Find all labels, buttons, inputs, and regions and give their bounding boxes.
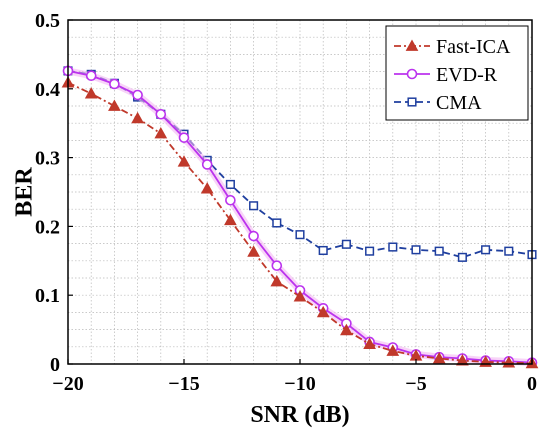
y-tick-label: 0.2 — [35, 216, 60, 238]
data-point — [178, 132, 190, 143]
axis-ticks: −20 −15 −10 −5 0 0 0.1 0.2 0.3 0.4 0.5 — [35, 10, 537, 395]
data-point — [84, 87, 98, 99]
data-point — [270, 274, 284, 287]
data-point — [504, 246, 514, 256]
x-tick-label: −10 — [284, 373, 315, 395]
legend-item: Fast-ICA — [394, 36, 511, 58]
data-point — [201, 159, 213, 170]
data-point — [411, 245, 421, 255]
data-point — [155, 108, 167, 120]
y-tick-label: 0.3 — [35, 148, 60, 170]
data-point — [434, 246, 444, 256]
y-tick-label: 0 — [50, 354, 60, 376]
legend-marker — [405, 39, 419, 51]
legend-label: EVD-R — [436, 64, 498, 86]
data-point — [85, 70, 97, 82]
data-point — [340, 323, 353, 336]
data-point — [456, 354, 469, 366]
x-tick-label: −5 — [405, 373, 426, 395]
data-point — [272, 218, 282, 228]
data-point — [318, 245, 328, 256]
data-point — [295, 230, 305, 240]
legend-marker — [406, 68, 418, 80]
data-point — [432, 351, 446, 364]
data-point — [224, 213, 237, 226]
data-point — [131, 111, 144, 124]
x-tick-label: −20 — [52, 373, 83, 395]
data-point — [341, 239, 351, 249]
data-point — [225, 179, 235, 189]
legend-item: CMA — [394, 92, 482, 114]
y-tick-label: 0.5 — [35, 10, 60, 32]
y-tick-label: 0.1 — [35, 285, 60, 307]
data-point — [271, 260, 283, 271]
data-point — [293, 290, 307, 302]
data-point — [132, 89, 143, 101]
legend-marker — [407, 97, 417, 107]
data-point — [247, 245, 260, 257]
legend-label: Fast-ICA — [436, 36, 511, 58]
data-point — [177, 155, 191, 167]
grid-lines — [68, 20, 532, 364]
series-fast-ica — [61, 76, 539, 369]
data-point — [109, 78, 120, 90]
data-point — [316, 305, 330, 318]
legend-label: CMA — [436, 92, 482, 114]
data-point — [388, 242, 398, 252]
data-point — [365, 246, 375, 256]
x-tick-label: −15 — [168, 373, 199, 395]
legend-item: EVD-R — [394, 64, 498, 86]
data-point — [200, 182, 214, 194]
data-point — [249, 201, 259, 211]
data-point — [108, 99, 121, 111]
data-point — [225, 194, 236, 206]
x-axis-title: SNR (dB) — [250, 402, 349, 428]
data-point — [481, 245, 491, 255]
x-tick-label: 0 — [527, 373, 537, 395]
data-point — [154, 126, 168, 139]
data-point — [248, 230, 259, 242]
y-tick-label: 0.4 — [35, 79, 60, 101]
data-point — [386, 344, 400, 356]
y-axis-title: BER — [12, 167, 38, 217]
data-point — [363, 337, 376, 349]
data-point — [457, 252, 467, 262]
legend: Fast-ICA EVD-R CMA — [385, 25, 529, 121]
